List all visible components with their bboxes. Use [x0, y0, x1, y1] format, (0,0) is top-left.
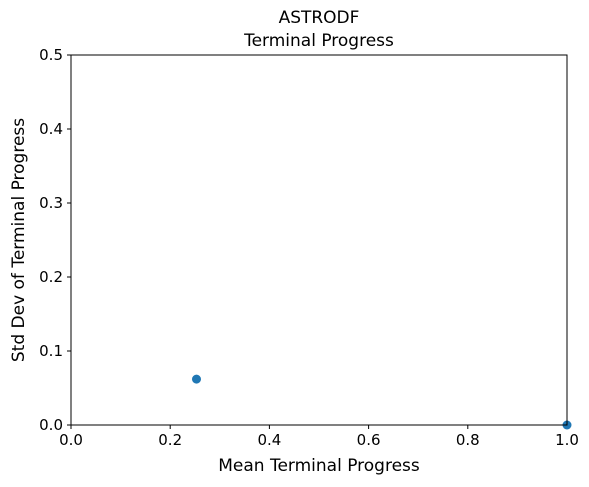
data-point [191, 374, 201, 384]
y-tick-label: 0.2 [39, 268, 63, 286]
chart-subtitle: Terminal Progress [244, 31, 394, 51]
y-axis-label: Std Dev of Terminal Progress [9, 117, 29, 363]
x-tick-label: 0.8 [456, 431, 480, 449]
y-tick-label: 0.4 [39, 120, 63, 138]
y-tick-label: 0.0 [39, 416, 63, 434]
x-tick-label: 1.0 [555, 431, 579, 449]
chart-title: ASTRODF [278, 8, 360, 28]
plot-frame [70, 54, 568, 426]
y-tick-label: 0.3 [39, 194, 63, 212]
x-tick-label: 0.0 [59, 431, 83, 449]
x-tick-label: 0.4 [257, 431, 281, 449]
x-tick-label: 0.6 [357, 431, 381, 449]
x-axis-label: Mean Terminal Progress [218, 456, 420, 476]
x-tick-label: 0.2 [158, 431, 182, 449]
y-tick-label: 0.5 [39, 46, 63, 64]
y-tick-label: 0.1 [39, 342, 63, 360]
